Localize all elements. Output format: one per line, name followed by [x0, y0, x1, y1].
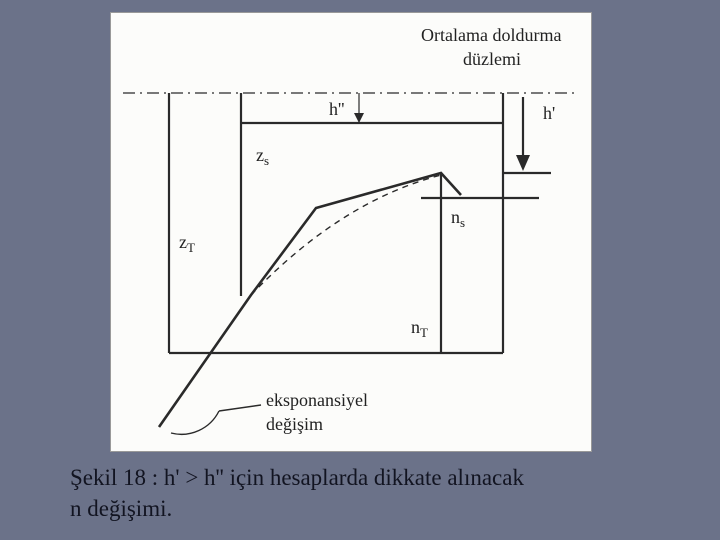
h2-label: h''	[329, 99, 345, 119]
exp-label-1: eksponansiyel	[266, 390, 368, 410]
exp-arc-tail	[219, 405, 261, 411]
h1-arrow-head	[516, 155, 530, 171]
diagram-svg: Ortalama doldurma düzlemi h'' zs zT ns	[111, 13, 591, 451]
nt-label: nT	[411, 317, 428, 340]
exp-label-2: değişim	[266, 414, 323, 434]
ns-label: ns	[451, 207, 465, 230]
h1-label: h'	[543, 103, 555, 123]
figure-caption: Şekil 18 : h' > h'' için hesaplarda dikk…	[70, 462, 660, 524]
dashed-curve	[251, 175, 441, 295]
caption-line-1: Şekil 18 : h' > h'' için hesaplarda dikk…	[70, 465, 524, 490]
avg-fill-label-2: düzlemi	[463, 49, 521, 69]
zs-label: zs	[256, 145, 269, 168]
caption-line-2: n değişimi.	[70, 496, 172, 521]
figure-box: Ortalama doldurma düzlemi h'' zs zT ns	[110, 12, 592, 452]
exp-arc	[171, 411, 219, 434]
avg-fill-label-1: Ortalama doldurma	[421, 25, 561, 45]
h2-tick-arrow	[354, 113, 364, 123]
zt-label: zT	[179, 232, 195, 255]
slope-line	[159, 173, 461, 427]
